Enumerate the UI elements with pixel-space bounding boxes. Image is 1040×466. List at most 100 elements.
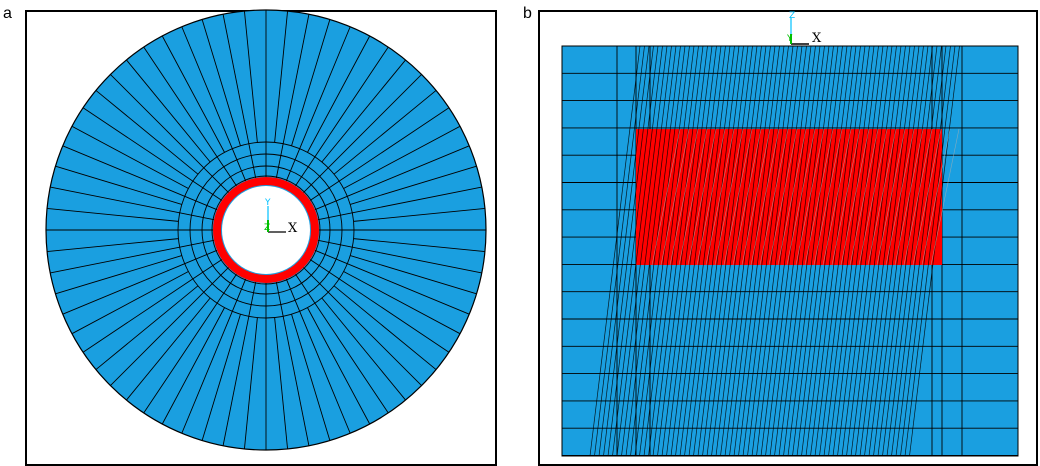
hatch-line: [724, 45, 776, 457]
hatch-line: [693, 45, 744, 457]
hatch-line: [850, 45, 902, 457]
hatch-line: [828, 45, 879, 457]
radial-mesh-line: [291, 19, 331, 146]
hatch-line: [742, 45, 794, 457]
hatch-line: [661, 45, 713, 457]
hatch-line-light: [840, 128, 870, 266]
ring-mesh-line: [309, 180, 340, 201]
radial-mesh-line: [243, 11, 258, 143]
radial-mesh-line: [71, 125, 189, 189]
ring-mesh-line: [248, 143, 257, 179]
hatch-line-light: [714, 128, 744, 266]
ring-mesh-line: [184, 195, 218, 211]
hatch-line: [855, 45, 906, 457]
ring-mesh-line: [231, 278, 247, 312]
hatch-line-light: [885, 128, 915, 266]
hatch-line-light: [849, 128, 879, 266]
radial-mesh-line: [201, 19, 241, 146]
radial-mesh-line: [181, 26, 233, 149]
hatch-line: [886, 45, 938, 457]
radial-mesh-line: [222, 14, 250, 144]
radial-mesh-line: [347, 145, 470, 197]
radial-mesh-line: [282, 14, 310, 144]
panel-b-mesh: Z Y X: [561, 11, 1019, 457]
radial-mesh-line: [321, 297, 406, 401]
hatch-line: [823, 45, 875, 457]
hatch-line: [697, 45, 749, 457]
radial-mesh-line: [327, 74, 422, 169]
radial-mesh-line: [274, 317, 289, 449]
radial-mesh-line: [110, 291, 205, 386]
ring-mesh-line: [179, 212, 215, 221]
hatch-line: [733, 45, 785, 457]
radial-mesh-line: [353, 207, 485, 222]
radial-mesh-line: [321, 59, 406, 163]
hatch-line: [751, 45, 803, 457]
hatch-line-light: [660, 128, 690, 266]
hatch-line: [805, 45, 857, 457]
hatch-line: [643, 45, 695, 457]
ring-mesh-line: [275, 143, 284, 179]
hatch-line-light: [867, 128, 897, 266]
ring-mesh-line: [295, 273, 316, 304]
radial-mesh-lines: [46, 10, 486, 450]
radial-mesh-line: [347, 263, 470, 315]
radial-mesh-line: [126, 59, 211, 163]
radial-mesh-line: [314, 46, 389, 158]
hatch-line: [702, 45, 753, 457]
hatch-line: [774, 45, 825, 457]
inner-rings: [177, 141, 355, 319]
radial-mesh-line: [161, 35, 225, 153]
hatch-line: [589, 45, 641, 457]
ring-mesh-line: [192, 180, 223, 201]
ring-mesh-line: [216, 156, 237, 187]
hatch-line: [891, 45, 942, 457]
hatch-line: [720, 45, 771, 457]
hatch-line-light: [768, 128, 798, 266]
ring-mesh-line: [285, 278, 301, 312]
hatch-line-light: [903, 128, 933, 266]
hatch-line: [729, 45, 780, 457]
hatch-line: [864, 45, 915, 457]
hatch-line-light: [858, 128, 888, 266]
hatch-line-light: [732, 128, 762, 266]
ring-mesh-line: [314, 249, 348, 265]
hatch-line-light: [831, 128, 861, 266]
hatch-line: [652, 45, 704, 457]
hatch-line-light: [795, 128, 825, 266]
radial-mesh-line: [50, 246, 180, 274]
ring-mesh-line: [248, 281, 257, 317]
ring-mesh-line: [295, 156, 316, 187]
triad-b-vertical-label: Z: [789, 11, 795, 21]
hatch-line: [783, 45, 834, 457]
triad-a-depth-label: Z: [264, 223, 270, 233]
hatch-line: [648, 45, 699, 457]
contact-ring: [213, 177, 319, 283]
hatch-line: [877, 45, 929, 457]
hatch-line: [688, 45, 740, 457]
hatch-line: [819, 45, 870, 457]
hatch-line-light: [777, 128, 807, 266]
radial-mesh-line: [307, 35, 371, 153]
hatch-line: [769, 45, 821, 457]
ring-mesh-line: [231, 148, 247, 182]
radial-mesh-line: [143, 46, 218, 158]
hatch-line: [670, 45, 722, 457]
radial-mesh-line: [62, 145, 185, 197]
ring-mesh-line: [303, 167, 329, 193]
ring-mesh-line: [317, 212, 353, 221]
radial-mesh-line: [338, 107, 450, 182]
panel-a-mesh: Y Z X: [45, 9, 487, 451]
ring-mesh-line: [285, 148, 301, 182]
radial-mesh-line: [201, 314, 241, 441]
radial-mesh-line: [338, 278, 450, 353]
bore-hole: [222, 186, 310, 274]
triad-a: Y Z X: [264, 198, 298, 236]
radial-mesh-line: [126, 297, 211, 401]
radial-mesh-line: [282, 316, 310, 446]
radial-mesh-line: [274, 11, 289, 143]
hatch-line: [679, 45, 731, 457]
hatch-line: [810, 45, 861, 457]
radial-mesh-line: [327, 291, 422, 386]
